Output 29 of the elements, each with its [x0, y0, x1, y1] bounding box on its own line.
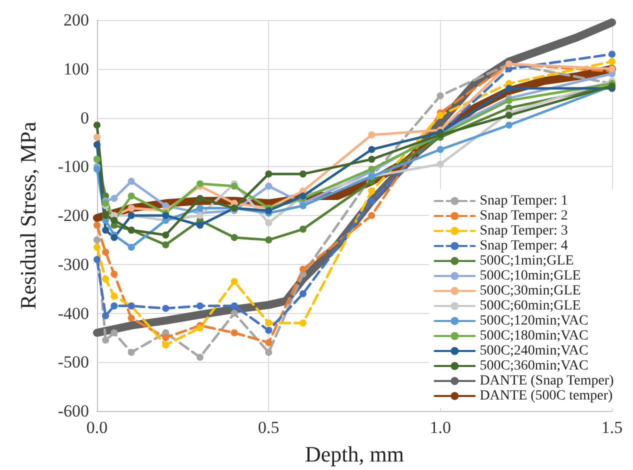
- y-tick-label: -500: [58, 352, 89, 372]
- legend-label: DANTE (500C temper): [480, 388, 613, 404]
- y-tick-label: 0: [80, 108, 89, 128]
- y-tick-label: -300: [58, 254, 89, 274]
- legend-label: Snap Temper: 3: [480, 224, 568, 238]
- legend-label: Snap Temper: 1: [480, 194, 568, 208]
- x-tick-label: 1.0: [430, 418, 451, 437]
- legend-label: 500C;120min;VAC: [480, 314, 588, 328]
- legend-label: 500C;180min;VAC: [480, 328, 588, 344]
- legend-label: DANTE (Snap Temper): [480, 374, 614, 388]
- legend-label: Snap Temper: 2: [480, 208, 568, 224]
- y-tick-label: -200: [58, 206, 89, 225]
- legend-label: 500C;1min;GLE: [480, 254, 574, 268]
- x-tick-label: 0.5: [258, 418, 280, 437]
- y-tick-label: 200: [64, 10, 89, 30]
- y-tick-label: -600: [58, 402, 89, 420]
- y-tick-label: -100: [58, 157, 89, 176]
- legend-label: 500C;60min;GLE: [480, 298, 581, 314]
- legend-label: 500C;240min;VAC: [480, 344, 588, 358]
- y-tick-label: -400: [58, 304, 89, 323]
- x-axis-title: Depth, mm: [305, 442, 404, 466]
- legend-label: 500C;10min;GLE: [480, 268, 581, 284]
- x-tick-label: 1.5: [601, 418, 623, 437]
- x-tick-label: 0.0: [86, 418, 108, 437]
- y-tick-label: 100: [64, 59, 89, 78]
- legend-label: Snap Temper: 4: [480, 238, 568, 254]
- legend-label: 500C;30min;GLE: [480, 284, 581, 298]
- legend-label: 500C;360min;VAC: [480, 358, 588, 374]
- y-axis-title: Residual Stress, MPa: [16, 121, 40, 310]
